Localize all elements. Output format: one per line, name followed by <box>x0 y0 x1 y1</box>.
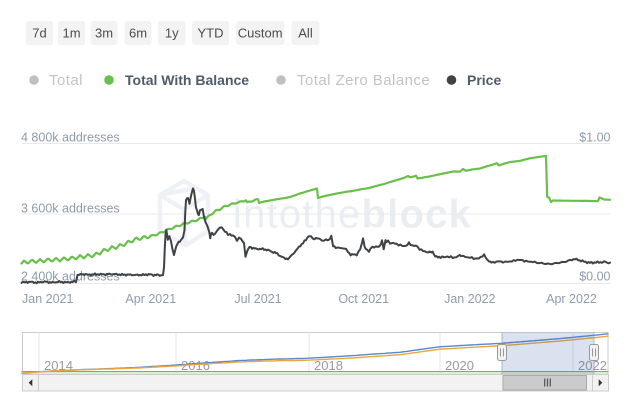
svg-text:7d: 7d <box>32 26 46 41</box>
svg-text:2016: 2016 <box>181 358 210 373</box>
svg-text:1y: 1y <box>165 26 179 41</box>
svg-text:2020: 2020 <box>445 358 474 373</box>
svg-text:All: All <box>298 26 313 41</box>
svg-text:Jan 2022: Jan 2022 <box>444 292 495 306</box>
svg-text:3m: 3m <box>95 26 113 41</box>
svg-text:4 800k addresses: 4 800k addresses <box>21 130 120 144</box>
svg-text:1m: 1m <box>62 26 80 41</box>
svg-text:Total Zero Balance: Total Zero Balance <box>297 72 430 89</box>
svg-text:Apr 2022: Apr 2022 <box>546 292 597 306</box>
svg-text:Custom: Custom <box>238 26 283 41</box>
svg-text:Apr 2021: Apr 2021 <box>125 292 176 306</box>
svg-text:Price: Price <box>467 72 501 88</box>
svg-text:2018: 2018 <box>314 358 343 373</box>
svg-text:2022: 2022 <box>578 358 607 373</box>
svg-text:6m: 6m <box>129 26 147 41</box>
svg-text:Total: Total <box>49 72 83 89</box>
svg-text:3 600k addresses: 3 600k addresses <box>21 202 120 216</box>
svg-text:$0.00: $0.00 <box>579 270 610 284</box>
svg-text:2014: 2014 <box>44 358 73 373</box>
svg-text:Total With Balance: Total With Balance <box>125 72 249 88</box>
svg-text:Jan 2021: Jan 2021 <box>22 292 73 306</box>
svg-text:$1.00: $1.00 <box>579 130 610 144</box>
svg-text:YTD: YTD <box>198 26 224 41</box>
svg-text:Jul 2021: Jul 2021 <box>234 292 281 306</box>
svg-text:Oct 2021: Oct 2021 <box>338 292 389 306</box>
